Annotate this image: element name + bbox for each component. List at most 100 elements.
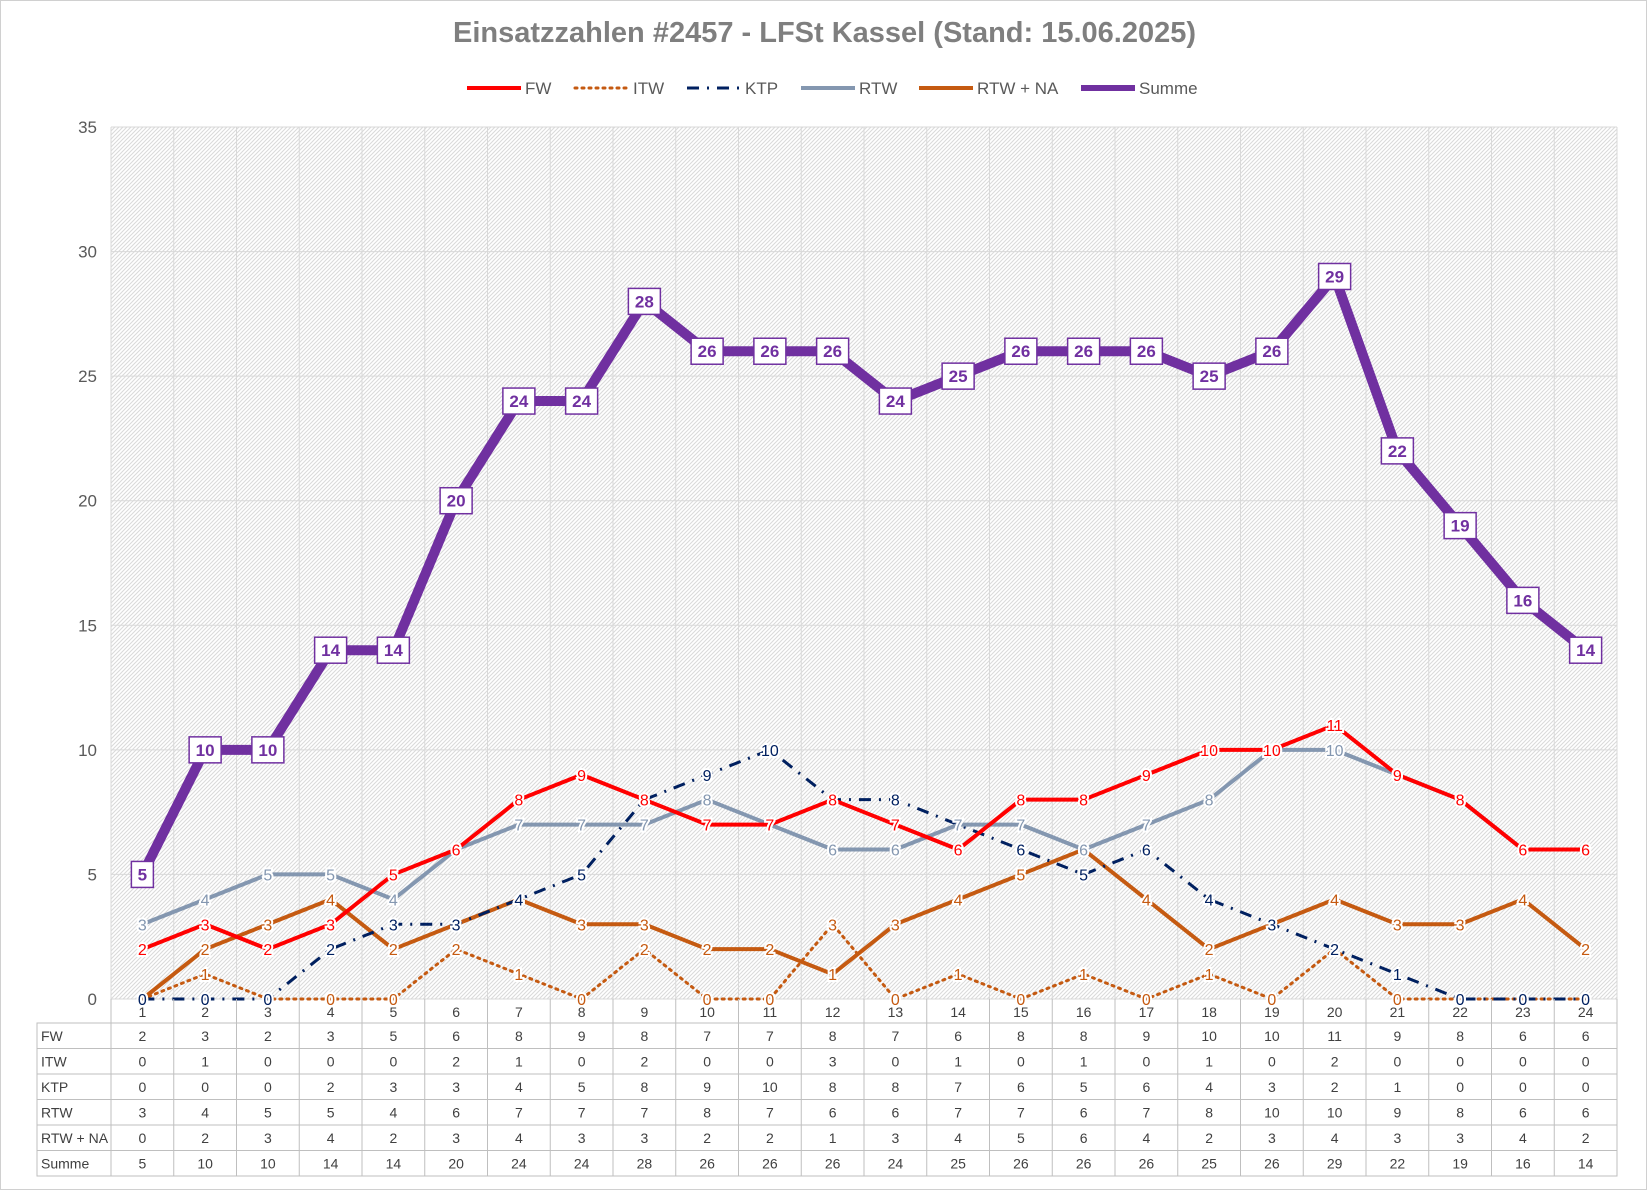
summe-data-label: 29 bbox=[1325, 267, 1344, 286]
data-table-row-header: KTP bbox=[41, 1079, 68, 1095]
summe-data-label: 26 bbox=[823, 342, 842, 361]
y-tick-label: 10 bbox=[78, 741, 97, 760]
data-label: 0 bbox=[765, 992, 774, 1009]
series-line-rtw-na bbox=[141, 847, 1587, 1001]
summe-data-label: 26 bbox=[1011, 342, 1030, 361]
data-table-cell: 25 bbox=[1201, 1155, 1217, 1171]
data-label: 5 bbox=[263, 867, 272, 884]
data-label: 8 bbox=[514, 793, 523, 810]
data-label: 10 bbox=[1263, 743, 1281, 760]
data-label: 2 bbox=[640, 942, 649, 959]
data-label: 6 bbox=[891, 843, 900, 860]
data-label: 6 bbox=[452, 843, 461, 860]
legend-label: Summe bbox=[1139, 79, 1198, 98]
data-label: 0 bbox=[577, 992, 586, 1009]
data-table-cell: 0 bbox=[1582, 1053, 1590, 1069]
data-table-cell: 0 bbox=[1142, 1053, 1150, 1069]
data-label: 4 bbox=[1205, 892, 1214, 909]
data-table-cell: 10 bbox=[1264, 1104, 1280, 1120]
data-label: 8 bbox=[703, 793, 712, 810]
summe-label-box bbox=[130, 860, 155, 889]
data-table-cell: 10 bbox=[1201, 1028, 1217, 1044]
data-label: 0 bbox=[201, 992, 210, 1009]
data-table-cell: 0 bbox=[1017, 1053, 1025, 1069]
data-label: 0 bbox=[138, 992, 147, 1009]
x-category-label: 1 bbox=[138, 1004, 146, 1020]
data-label: 0 bbox=[138, 992, 147, 1009]
x-category-label: 6 bbox=[452, 1004, 460, 1020]
data-table-cell: 3 bbox=[138, 1104, 146, 1120]
data-label: 2 bbox=[1205, 942, 1214, 959]
summe-label-box bbox=[627, 287, 662, 316]
summe-data-label: 20 bbox=[447, 492, 466, 511]
y-tick-label: 5 bbox=[88, 865, 97, 884]
data-label: 0 bbox=[1016, 992, 1025, 1009]
data-table-cell: 10 bbox=[762, 1079, 778, 1095]
data-table-cell: 8 bbox=[703, 1104, 711, 1120]
summe-data-label: 24 bbox=[572, 392, 591, 411]
data-table-cell: 6 bbox=[452, 1104, 460, 1120]
summe-data-label: 5 bbox=[138, 865, 147, 884]
data-label: 3 bbox=[828, 917, 837, 934]
data-label: 9 bbox=[1142, 768, 1151, 785]
data-label: 8 bbox=[640, 793, 649, 810]
legend-label: ITW bbox=[633, 79, 664, 98]
data-table-cell: 14 bbox=[323, 1155, 339, 1171]
data-label: 3 bbox=[326, 917, 335, 934]
data-table-cell: 8 bbox=[640, 1028, 648, 1044]
data-label: 2 bbox=[452, 942, 461, 959]
x-category-label: 9 bbox=[640, 1004, 648, 1020]
data-table-cell: 0 bbox=[891, 1053, 899, 1069]
summe-label-box bbox=[376, 636, 411, 664]
data-table-cell: 11 bbox=[1327, 1028, 1342, 1044]
data-label: 4 bbox=[954, 892, 963, 909]
data-label: 8 bbox=[1456, 793, 1465, 810]
data-table-cell: 0 bbox=[578, 1053, 586, 1069]
data-label: 4 bbox=[201, 892, 210, 909]
summe-data-label: 14 bbox=[384, 641, 403, 660]
data-table-cell: 8 bbox=[1456, 1028, 1464, 1044]
data-label: 1 bbox=[1205, 967, 1214, 984]
data-table-cell: 0 bbox=[1456, 1053, 1464, 1069]
data-table-cell: 7 bbox=[766, 1104, 774, 1120]
data-table-cell: 3 bbox=[1456, 1130, 1464, 1146]
data-table-cell: 8 bbox=[1017, 1028, 1025, 1044]
x-category-label: 18 bbox=[1201, 1004, 1217, 1020]
data-table-cell: 22 bbox=[1390, 1155, 1406, 1171]
data-table-cell: 0 bbox=[264, 1079, 272, 1095]
data-label: 10 bbox=[761, 743, 779, 760]
data-label: 0 bbox=[389, 992, 398, 1009]
data-label: 2 bbox=[326, 942, 335, 959]
data-label: 3 bbox=[389, 917, 398, 934]
summe-label-box bbox=[753, 337, 787, 365]
data-table-cell: 26 bbox=[1264, 1155, 1280, 1171]
data-label: 7 bbox=[1016, 818, 1025, 835]
data-table-cell: 4 bbox=[1331, 1130, 1339, 1146]
data-label: 2 bbox=[765, 942, 774, 959]
data-table-row-header: FW bbox=[41, 1028, 64, 1044]
data-table-cell: 6 bbox=[1582, 1028, 1590, 1044]
data-label: 2 bbox=[389, 942, 398, 959]
summe-label-box bbox=[1443, 511, 1477, 540]
data-table-cell: 25 bbox=[950, 1155, 966, 1171]
data-table-cell: 5 bbox=[264, 1104, 272, 1120]
y-tick-label: 20 bbox=[78, 492, 97, 511]
data-label: 7 bbox=[891, 818, 900, 835]
data-label: 11 bbox=[1326, 718, 1343, 735]
data-label: 0 bbox=[1456, 992, 1465, 1009]
data-label: 8 bbox=[828, 793, 837, 810]
data-table-cell: 3 bbox=[640, 1130, 648, 1146]
data-label: 4 bbox=[514, 892, 523, 909]
data-table-cell: 2 bbox=[264, 1028, 272, 1044]
summe-data-label: 26 bbox=[1074, 342, 1093, 361]
data-label: 8 bbox=[1456, 793, 1465, 810]
data-table-cell: 0 bbox=[138, 1079, 146, 1095]
data-label: 1 bbox=[201, 967, 210, 984]
x-category-label: 13 bbox=[888, 1004, 904, 1020]
data-label: 9 bbox=[577, 768, 586, 785]
data-label: 8 bbox=[1079, 793, 1088, 810]
legend-label: KTP bbox=[745, 79, 778, 98]
summe-label-box bbox=[502, 387, 536, 415]
data-table-cell: 6 bbox=[1582, 1104, 1590, 1120]
summe-label-box bbox=[941, 362, 975, 390]
